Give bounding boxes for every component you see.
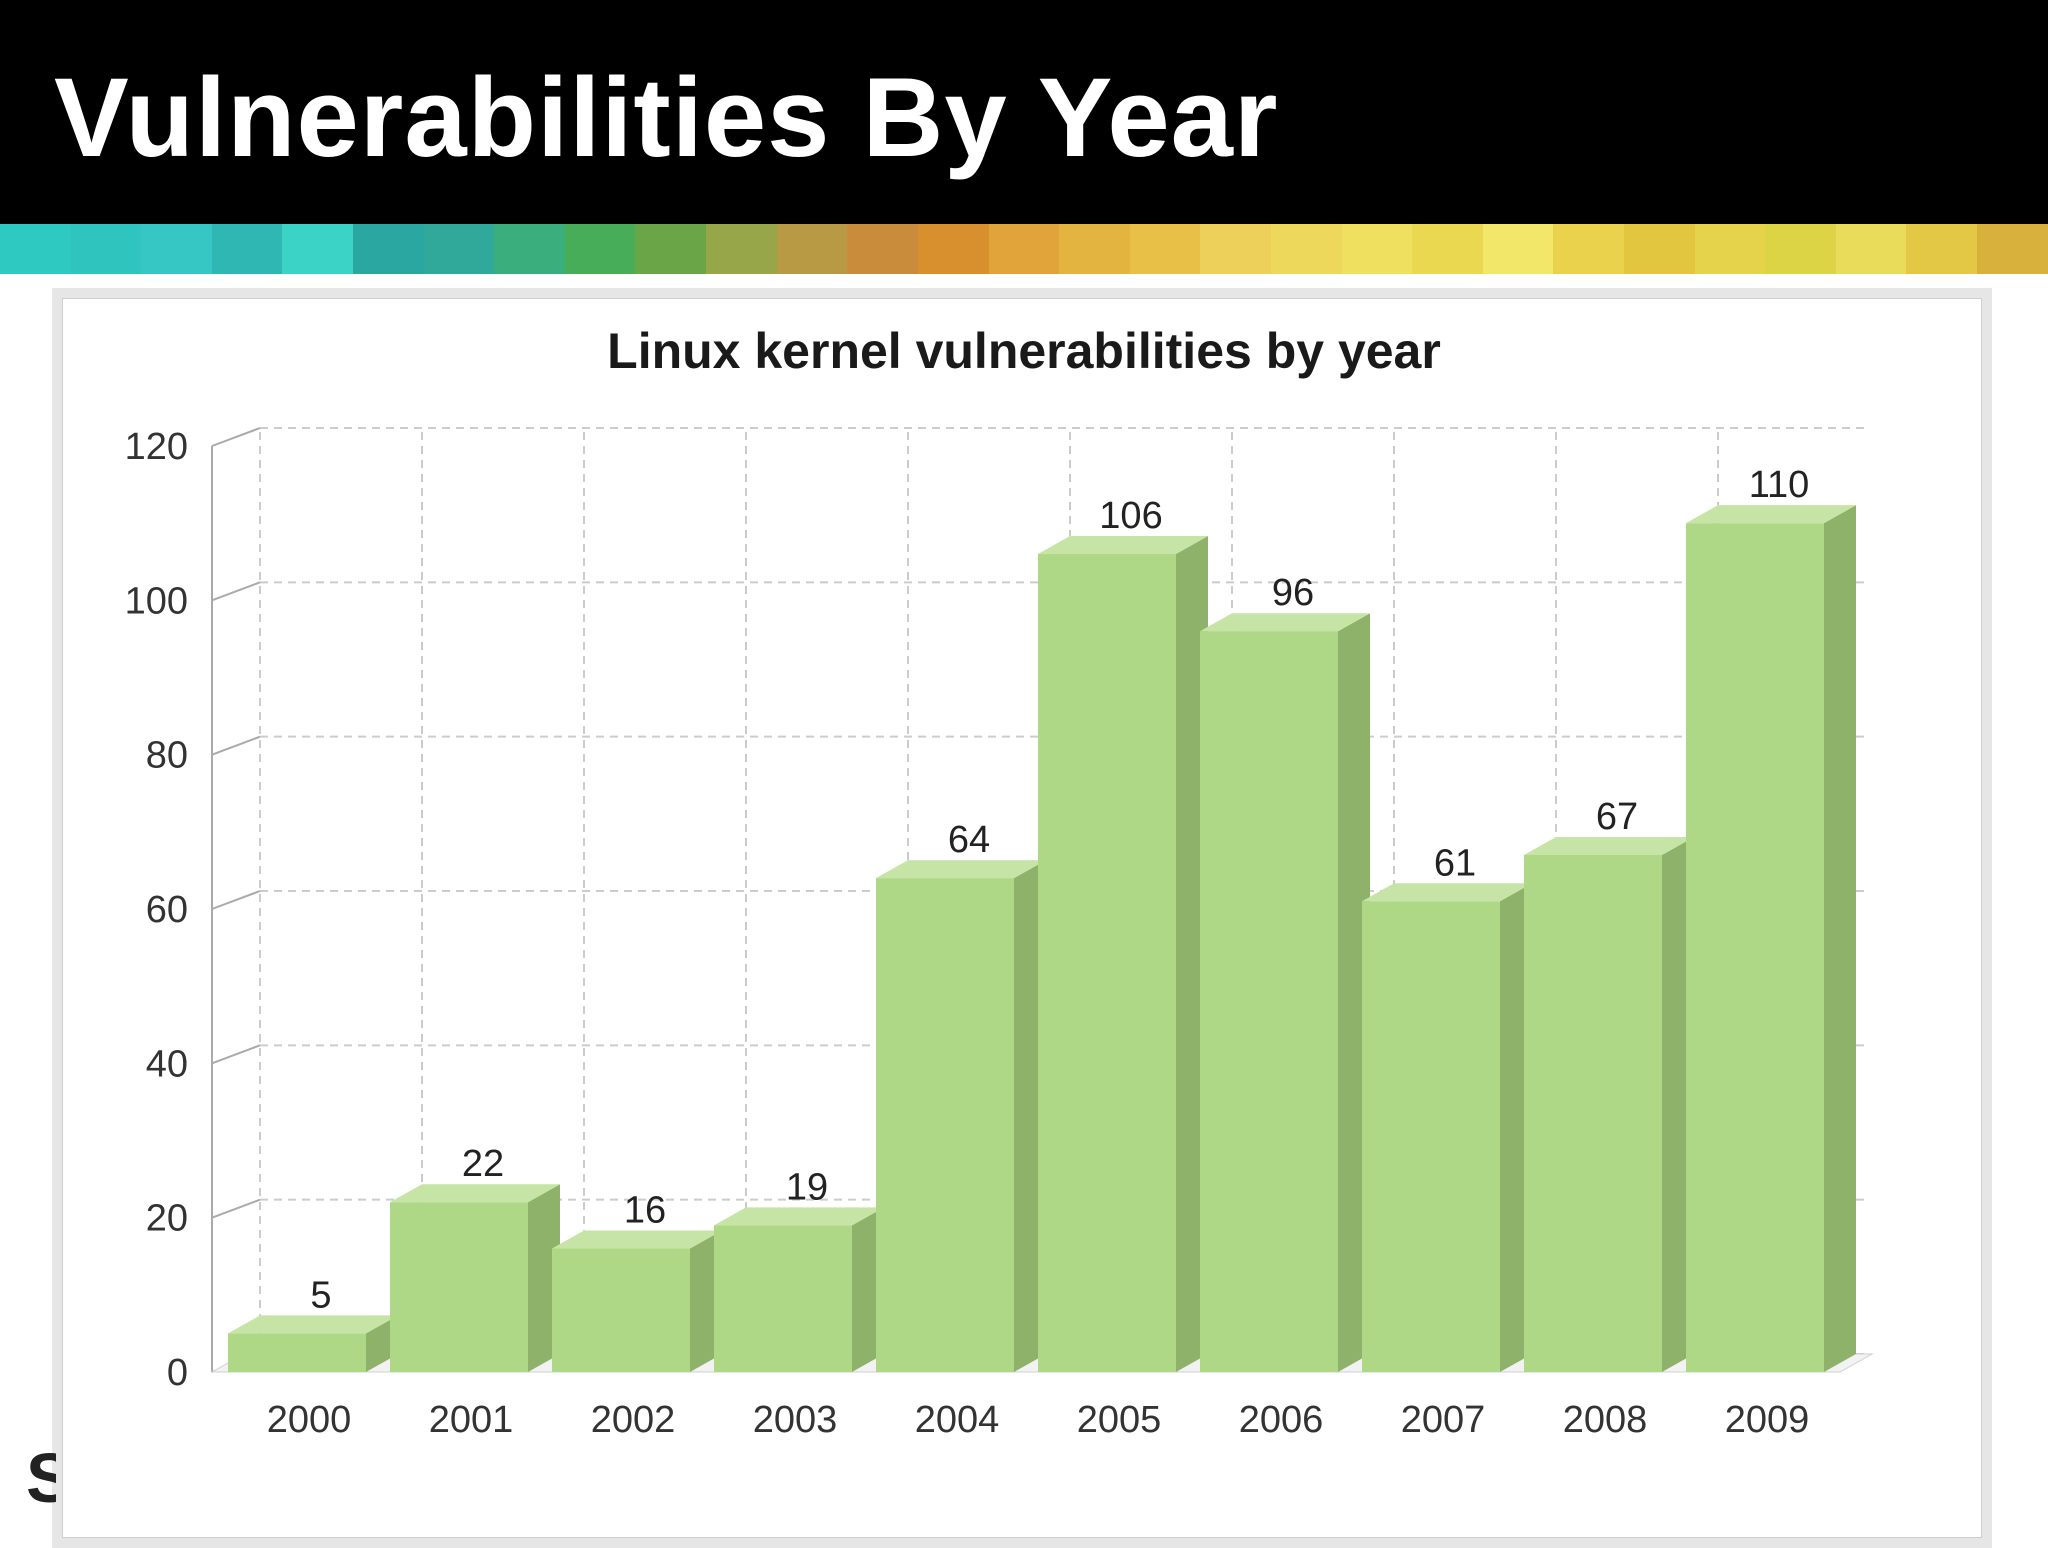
bar-top — [390, 1184, 560, 1203]
bar — [390, 1202, 528, 1372]
slide-header: Vulnerabilities By Year — [0, 0, 2048, 224]
x-tick-label: 2002 — [591, 1399, 676, 1441]
bar-top — [1038, 536, 1208, 555]
x-tick-label: 2008 — [1563, 1399, 1648, 1441]
x-tick-label: 2004 — [915, 1399, 1000, 1441]
bar-top — [1686, 505, 1856, 524]
data-label: 67 — [1596, 796, 1638, 838]
y-tick-mark — [211, 427, 261, 447]
bar — [1200, 631, 1338, 1372]
y-tick-label: 0 — [167, 1352, 188, 1394]
bar-top — [228, 1315, 398, 1334]
x-tick-label: 2009 — [1725, 1399, 1810, 1441]
y-tick-mark — [211, 735, 261, 756]
bar-top — [1524, 836, 1694, 855]
slide-title: Vulnerabilities By Year — [54, 55, 1279, 180]
bar — [714, 1225, 852, 1372]
logo-fragment-icon: S — [26, 1448, 56, 1508]
data-label: 96 — [1272, 572, 1314, 614]
bar — [1686, 523, 1824, 1372]
y-tick-mark — [211, 1044, 261, 1065]
bar — [552, 1248, 690, 1372]
bar-top — [1362, 883, 1532, 902]
x-tick-label: 2001 — [429, 1399, 514, 1441]
data-label: 64 — [948, 819, 990, 861]
y-tick-mark — [211, 581, 261, 602]
x-tick-label: 2005 — [1077, 1399, 1162, 1441]
y-tick-label: 60 — [146, 889, 188, 931]
y-tick-mark — [211, 890, 261, 910]
chart-title: Linux kernel vulnerabilities by year — [607, 323, 1441, 379]
x-tick-label: 2007 — [1401, 1399, 1486, 1441]
y-tick-label: 120 — [125, 426, 188, 468]
bar-top — [552, 1230, 722, 1249]
y-tick-label: 100 — [125, 580, 188, 622]
bar-top — [876, 860, 1046, 879]
bar-top — [1200, 613, 1370, 632]
bar — [1362, 901, 1500, 1372]
bar-side — [1824, 505, 1856, 1373]
data-label: 19 — [786, 1166, 828, 1208]
y-tick-label: 40 — [146, 1043, 188, 1085]
bar — [876, 878, 1014, 1372]
data-label: 61 — [1434, 842, 1476, 884]
y-tick-mark — [211, 1198, 261, 1219]
bar — [228, 1333, 366, 1372]
data-label: 16 — [624, 1190, 666, 1232]
x-tick-label: 2006 — [1239, 1399, 1324, 1441]
bar — [1524, 854, 1662, 1372]
x-tick-label: 2003 — [753, 1399, 838, 1441]
x-tick-label: 2000 — [267, 1399, 352, 1441]
data-label: 5 — [310, 1274, 331, 1316]
data-label: 110 — [1749, 464, 1810, 506]
data-label: 106 — [1099, 495, 1162, 537]
data-label: 22 — [462, 1143, 504, 1185]
bar — [1038, 554, 1176, 1372]
y-tick-label: 20 — [146, 1198, 188, 1240]
y-tick-label: 80 — [146, 735, 188, 777]
decorative-color-stripe — [0, 224, 2048, 274]
bar-top — [714, 1207, 884, 1226]
